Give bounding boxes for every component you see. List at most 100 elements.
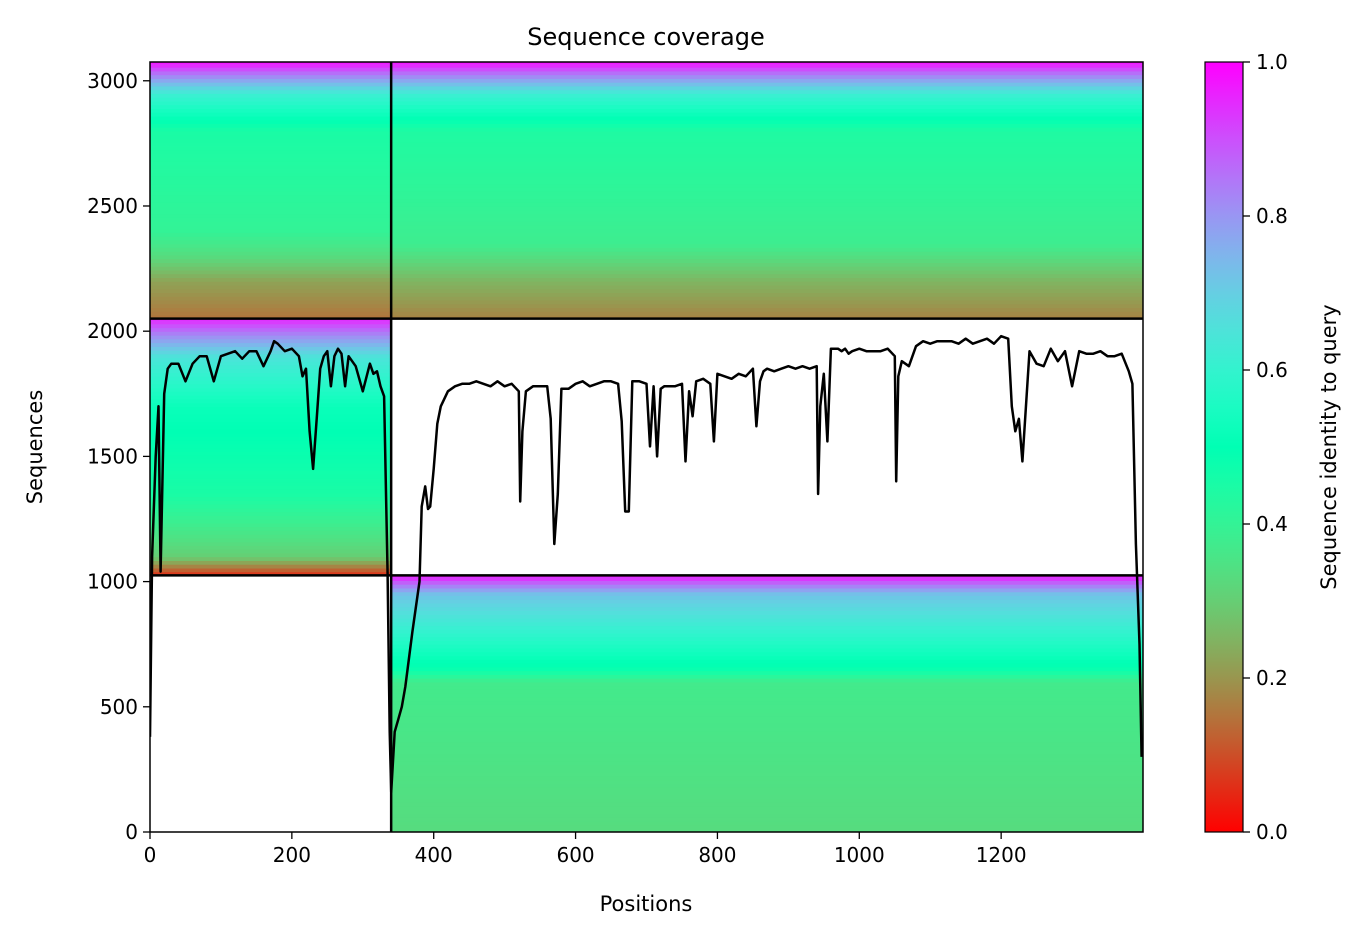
block-chain1-unpaired-row	[150, 481, 392, 486]
heatmap-layer	[150, 62, 1143, 832]
block-chain2-paired-row	[391, 183, 1143, 188]
block-chain1-paired-row	[150, 138, 392, 143]
block-chain1-paired-row	[150, 303, 392, 308]
block-chain1-unpaired-row	[150, 398, 392, 404]
block-chain1-unpaired-row	[150, 436, 392, 441]
block-chain2-unpaired-row	[391, 621, 1143, 627]
block-chain2-paired-row	[391, 273, 1143, 278]
block-chain2-unpaired-row	[391, 678, 1143, 683]
block-chain1-paired-row	[150, 119, 392, 124]
block-chain1-unpaired-row	[150, 368, 392, 374]
block-chain1-unpaired-row	[150, 357, 392, 362]
block-chain1-unpaired-row	[150, 571, 392, 576]
block-chain1-unpaired-row	[150, 470, 392, 475]
block-chain2-unpaired-row	[391, 786, 1143, 792]
y-tick-label: 0	[125, 820, 138, 844]
block-chain2-paired-row	[391, 70, 1143, 76]
block-chain1-paired-row	[150, 89, 392, 94]
block-chain2-paired-row	[391, 172, 1143, 177]
block-chain2-paired-row	[391, 277, 1143, 282]
block-chain2-paired-row	[391, 62, 1143, 64]
block-chain2-unpaired-row	[391, 820, 1143, 826]
block-chain2-unpaired-row	[391, 580, 1143, 585]
block-chain2-paired-row	[391, 123, 1143, 128]
block-chain1-paired-row	[150, 134, 392, 139]
block-chain2-unpaired-row	[391, 764, 1143, 769]
block-chain2-unpaired-row	[391, 693, 1143, 698]
block-chain2-paired-row	[391, 74, 1143, 79]
block-chain1-paired-row	[150, 224, 392, 230]
y-tick-label: 2500	[87, 194, 138, 218]
block-chain1-unpaired-row	[150, 556, 392, 561]
block-chain1-paired-row	[150, 266, 392, 271]
colorbar-tick-label: 0.2	[1256, 666, 1288, 690]
block-chain2-unpaired-row	[391, 794, 1143, 799]
block-chain1-unpaired-row	[150, 462, 392, 468]
block-chain1-paired-row	[150, 307, 392, 312]
block-chain2-paired-row	[391, 78, 1143, 83]
block-chain2-unpaired-row	[391, 726, 1143, 732]
x-axis-label: Positions	[600, 892, 693, 916]
block-chain1-paired-row	[150, 299, 392, 305]
block-chain1-paired-row	[150, 288, 392, 293]
block-chain1-paired-row	[150, 93, 392, 98]
block-chain1-unpaired-row	[150, 515, 392, 520]
block-chain1-unpaired-row	[150, 428, 392, 434]
colorbar-label: Sequence identity to query	[1317, 304, 1341, 589]
block-chain1-paired-row	[150, 209, 392, 215]
block-chain2-unpaired-row	[391, 587, 1143, 593]
block-chain2-unpaired-row	[391, 798, 1143, 803]
block-chain1-paired-row	[150, 70, 392, 76]
block-chain1-paired-row	[150, 123, 392, 128]
block-chain2-unpaired-row	[391, 805, 1143, 811]
block-chain2-unpaired-row	[391, 625, 1143, 630]
block-chain1-paired-row	[150, 115, 392, 121]
block-chain1-unpaired-row	[150, 485, 392, 490]
block-chain2-paired-row	[391, 303, 1143, 308]
block-chain2-unpaired-row	[391, 760, 1143, 765]
block-chain2-unpaired-row	[391, 617, 1143, 623]
block-chain2-unpaired-row	[391, 632, 1143, 638]
block-chain2-paired-row	[391, 209, 1143, 215]
block-chain1-paired-row	[150, 191, 392, 196]
x-tick-label: 600	[556, 843, 594, 867]
block-chain2-unpaired-row	[391, 753, 1143, 758]
block-chain2-paired-row	[391, 187, 1143, 192]
block-chain1-unpaired-row	[150, 334, 392, 340]
block-chain2-unpaired-row	[391, 595, 1143, 600]
block-chain2-paired-row	[391, 67, 1143, 72]
block-chain1-unpaired-row	[150, 552, 392, 558]
block-chain2-paired-row	[391, 168, 1143, 173]
block-chain1-unpaired	[150, 318, 392, 576]
block-chain2-unpaired-row	[391, 599, 1143, 604]
block-chain1-unpaired-row	[150, 410, 392, 415]
block-chain1-paired-row	[150, 157, 392, 162]
block-chain2-paired-row	[391, 89, 1143, 94]
block-chain2-unpaired-row	[391, 666, 1143, 672]
block-chain2-paired-row	[391, 97, 1143, 102]
block-chain2-paired-row	[391, 258, 1143, 263]
block-chain1-unpaired-row	[150, 560, 392, 565]
block-chain1-unpaired-row	[150, 440, 392, 445]
block-chain1-paired-row	[150, 97, 392, 102]
block-chain2-paired-row	[391, 142, 1143, 147]
block-chain2-paired-row	[391, 175, 1143, 181]
block-chain2-paired-row	[391, 311, 1143, 316]
block-chain1-unpaired-row	[150, 519, 392, 524]
block-chain1-unpaired-row	[150, 526, 392, 531]
block-chain1-unpaired-row	[150, 425, 392, 430]
block-chain2-unpaired-row	[391, 655, 1143, 660]
block-chain1-paired-row	[150, 221, 392, 226]
block-chain1-unpaired-row	[150, 342, 392, 347]
block-chain1-paired-row	[150, 172, 392, 177]
block-chain1-unpaired-row	[150, 376, 392, 381]
block-chain2-unpaired-row	[391, 802, 1143, 807]
block-chain2-paired	[391, 62, 1143, 320]
block-chain2-unpaired-row	[391, 719, 1143, 724]
block-chain2-paired-row	[391, 292, 1143, 297]
block-chain2-unpaired-row	[391, 775, 1143, 781]
block-chain2-paired-row	[391, 164, 1143, 170]
block-chain1-paired-row	[150, 202, 392, 207]
block-chain2-unpaired-row	[391, 749, 1143, 754]
block-chain2-unpaired-row	[391, 584, 1143, 589]
